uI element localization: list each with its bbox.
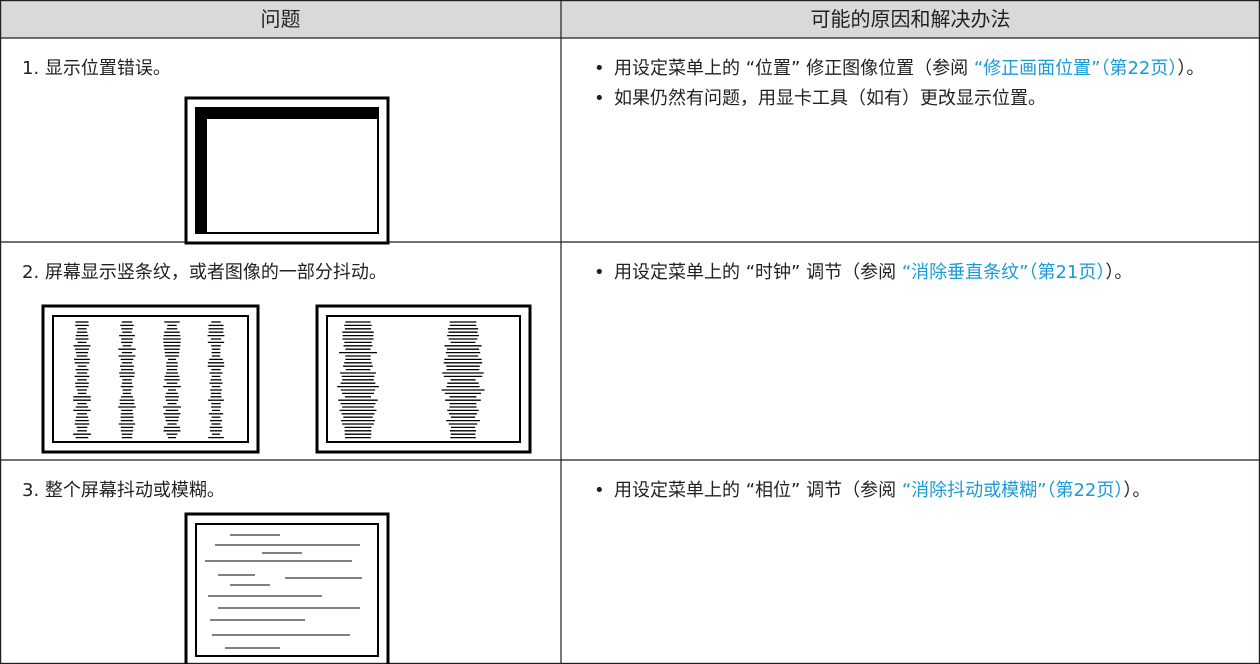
solution-text: ）。 — [1105, 262, 1133, 283]
solution-item: 用设定菜单上的 “时钟” 调节（参阅 “消除垂直条纹”（第21页））。 — [590, 258, 1240, 288]
solution-item: 用设定菜单上的 “位置” 修正图像位置（参阅 “修正画面位置”（第22页））。 — [590, 54, 1240, 84]
solution-text: ）。 — [1123, 480, 1151, 501]
header-cell: 可能的原因和解决办法 — [561, 0, 1260, 38]
reference-link[interactable]: “消除抖动或模糊”（第22页） — [901, 480, 1124, 501]
solution-item: 如果仍然有问题，用显卡工具（如有）更改显示位置。 — [590, 84, 1240, 114]
solution-text: 用设定菜单上的 “相位” 调节（参阅 — [614, 480, 902, 501]
problem-text: 1. 显示位置错误。 — [22, 58, 171, 79]
reference-link[interactable]: “消除垂直条纹”（第21页） — [901, 262, 1106, 283]
problem-text: 2. 屏幕显示竖条纹，或者图像的一部分抖动。 — [22, 262, 387, 283]
header-cell: 问题 — [0, 0, 561, 38]
problem-text: 3. 整个屏幕抖动或模糊。 — [22, 480, 225, 501]
solution-list: 用设定菜单上的 “相位” 调节（参阅 “消除抖动或模糊”（第22页））。 — [590, 476, 1240, 506]
solution-list: 用设定菜单上的 “位置” 修正图像位置（参阅 “修正画面位置”（第22页））。如… — [590, 54, 1240, 114]
solution-text: ）。 — [1177, 58, 1205, 79]
solution-text: 用设定菜单上的 “位置” 修正图像位置（参阅 — [614, 58, 974, 79]
reference-link[interactable]: “修正画面位置”（第22页） — [973, 58, 1178, 79]
solution-text: 用设定菜单上的 “时钟” 调节（参阅 — [614, 262, 902, 283]
solution-text: 如果仍然有问题，用显卡工具（如有）更改显示位置。 — [614, 88, 1046, 109]
solution-list: 用设定菜单上的 “时钟” 调节（参阅 “消除垂直条纹”（第21页））。 — [590, 258, 1240, 288]
solution-item: 用设定菜单上的 “相位” 调节（参阅 “消除抖动或模糊”（第22页））。 — [590, 476, 1240, 506]
